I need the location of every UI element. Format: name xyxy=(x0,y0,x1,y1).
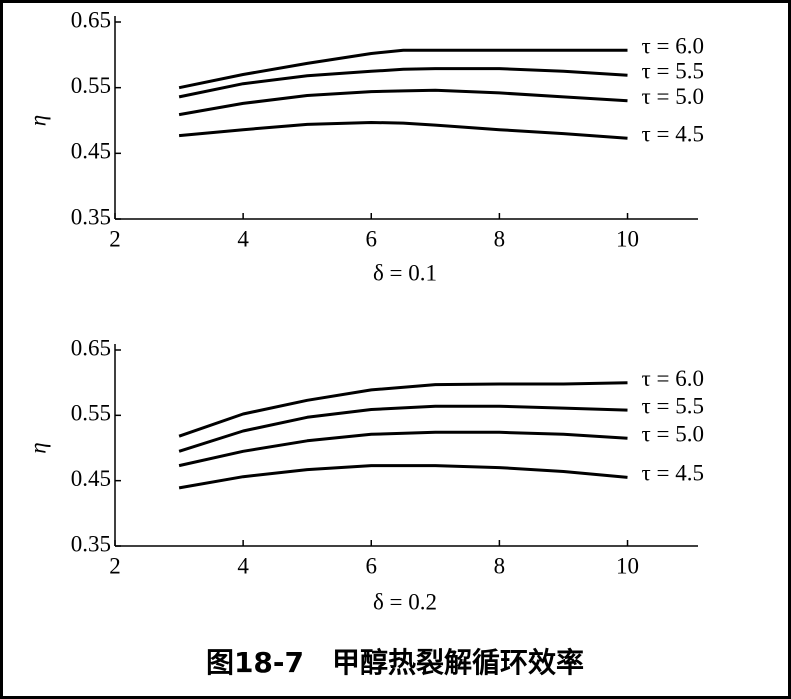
y-tick-label: 0.65 xyxy=(71,335,111,360)
x-tick-label: 8 xyxy=(494,553,506,578)
x-tick-label: 2 xyxy=(109,553,121,578)
line-series xyxy=(178,464,628,490)
series-label: τ = 4.5 xyxy=(642,461,704,486)
x-axis-label: δ = 0.1 xyxy=(373,260,437,285)
y-tick-label: 0.35 xyxy=(71,204,111,229)
series-label: τ = 6.0 xyxy=(642,366,704,391)
caption: 图18-7 甲醇热裂解循环效率 xyxy=(206,646,584,679)
x-tick-label: 4 xyxy=(237,553,249,578)
y-tick-label: 0.55 xyxy=(71,401,111,426)
line-series xyxy=(178,430,628,468)
x-tick-label: 10 xyxy=(616,553,639,578)
x-axis-label: δ = 0.2 xyxy=(373,589,437,614)
line-series xyxy=(178,88,628,117)
x-tick-label: 4 xyxy=(237,226,249,251)
line-series xyxy=(178,381,628,438)
y-tick-label: 0.35 xyxy=(71,531,111,556)
y-axis-label: η xyxy=(25,115,50,126)
series-label: τ = 5.5 xyxy=(642,393,704,418)
y-axis-label: η xyxy=(25,442,50,453)
y-tick-label: 0.55 xyxy=(71,73,111,98)
series-label: τ = 5.0 xyxy=(642,421,704,446)
y-tick-label: 0.65 xyxy=(71,7,111,32)
x-tick-label: 10 xyxy=(616,226,639,251)
line-series xyxy=(178,48,628,90)
line-series xyxy=(178,67,628,99)
line-series xyxy=(178,121,628,140)
y-tick-label: 0.45 xyxy=(71,139,111,164)
series-label: τ = 6.0 xyxy=(642,34,704,59)
series-label: τ = 5.0 xyxy=(642,84,704,109)
x-tick-label: 6 xyxy=(366,226,378,251)
x-tick-label: 8 xyxy=(494,226,506,251)
series-label: τ = 4.5 xyxy=(642,122,704,147)
x-tick-label: 2 xyxy=(109,226,121,251)
x-tick-label: 6 xyxy=(366,553,378,578)
series-label: τ = 5.5 xyxy=(642,58,704,83)
y-tick-label: 0.45 xyxy=(71,466,111,491)
line-series xyxy=(178,404,628,453)
